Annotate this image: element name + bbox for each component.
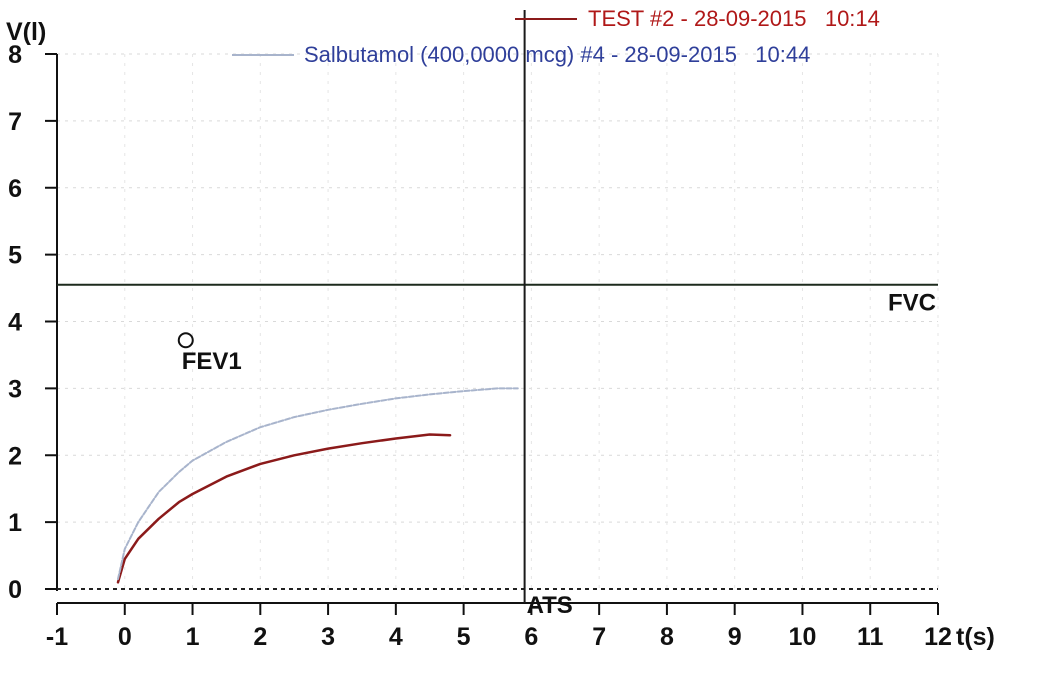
x-tick-label: 6 (524, 623, 538, 651)
y-tick-label: 5 (8, 242, 22, 270)
fvc-label: FVC (888, 290, 936, 317)
reference-layer: FVC ATS (57, 10, 938, 619)
series-layer (116, 387, 519, 584)
y-tick-label: 1 (8, 509, 22, 537)
y-axis-title: V(l) (6, 18, 46, 46)
x-tick-label: 10 (789, 623, 817, 651)
x-tick-label: 7 (592, 623, 606, 651)
ats-label: ATS (527, 592, 573, 619)
x-tick-label: 1 (186, 623, 200, 651)
x-tick-label: 2 (253, 623, 267, 651)
x-tick-label: 12 (924, 623, 952, 651)
legend: TEST #2 - 28-09-2015 10:14 Salbutamol (40… (232, 6, 880, 67)
fev1-marker (177, 332, 194, 349)
x-tick-label: 11 (857, 623, 884, 651)
y-tick-label: 3 (8, 375, 22, 403)
y-tick-label: 2 (8, 442, 22, 470)
x-tick-label: 4 (389, 623, 403, 651)
legend-label-2: Salbutamol (400,0000 mcg) #4 - 28-09-201… (304, 42, 810, 67)
y-tick-label: 6 (8, 175, 22, 203)
y-tick-label: 8 (8, 41, 22, 69)
annotation-layer: FEV1 (177, 332, 242, 375)
series-line-1 (116, 433, 452, 584)
x-tick-label: 8 (660, 623, 674, 651)
y-tick-label: 7 (8, 108, 22, 136)
x-tick-label: 9 (728, 623, 742, 651)
x-tick-label: 0 (118, 623, 132, 651)
x-tick-label: 5 (457, 623, 471, 651)
grid-layer (56, 53, 939, 589)
x-tick-label: -1 (46, 623, 68, 651)
y-tick-label: 4 (8, 309, 22, 337)
x-tick-label: 3 (321, 623, 335, 651)
fev1-label: FEV1 (182, 348, 242, 375)
x-axis-title: t(s) (956, 623, 995, 651)
series-line-2 (117, 387, 519, 580)
legend-label-1: TEST #2 - 28-09-2015 10:14 (588, 6, 880, 31)
y-tick-label: 0 (8, 576, 22, 604)
